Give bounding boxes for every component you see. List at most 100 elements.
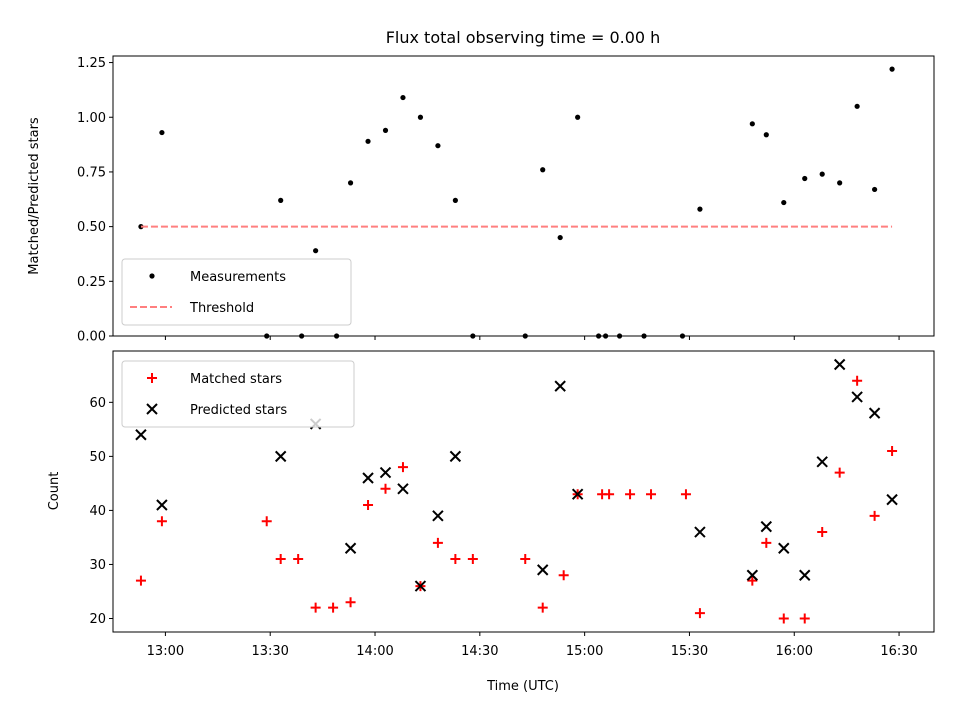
- measurement-point: [278, 197, 284, 203]
- measurement-point: [749, 121, 755, 127]
- x-tick-label: 15:30: [671, 644, 708, 659]
- y-tick-label: 50: [89, 450, 106, 465]
- x-tick-label: 16:00: [776, 644, 813, 659]
- measurement-point: [382, 127, 389, 133]
- legend-label: Matched stars: [190, 372, 282, 387]
- matched-star-point: [156, 516, 167, 527]
- top-axes-frame: [112, 55, 935, 337]
- measurement-point: [889, 66, 895, 72]
- predicted-star-point: [886, 493, 898, 506]
- y-tick-label: 1.00: [77, 111, 106, 126]
- top-panel: 0.00 0.25 0.50 0.75 1.00 1.25 Matched/Predict…: [27, 55, 935, 345]
- y-tick-label: 30: [89, 558, 106, 573]
- predicted-star-point: [379, 466, 392, 479]
- matched-star-point: [778, 613, 789, 624]
- matched-star-point: [275, 554, 286, 565]
- matched-star-point: [747, 575, 758, 586]
- matched-star-point: [761, 537, 772, 548]
- predicted-star-point: [571, 488, 584, 500]
- predicted-star-point: [833, 358, 846, 371]
- predicted-star-point: [537, 564, 549, 576]
- matched-star-point: [852, 375, 863, 386]
- matched-star-point: [467, 554, 478, 565]
- matched-star-point: [520, 554, 531, 565]
- predicted-star-point: [816, 456, 828, 468]
- bottom-panel: 20 30 40 50 60 13:00 13:30 14:00 14:30 15:00 15:3…: [47, 350, 935, 694]
- predicted-star-point: [362, 472, 374, 484]
- x-tick-label: 14:30: [461, 644, 498, 659]
- y-tick-label: 60: [89, 396, 106, 411]
- measurement-point: [763, 132, 769, 138]
- matched-star-point: [450, 554, 461, 565]
- matched-star-point: [293, 554, 304, 565]
- matched-star-point: [537, 602, 548, 613]
- y-tick-label: 40: [89, 504, 106, 519]
- predicted-star-point: [694, 526, 706, 538]
- top-y-ticks: 0.00 0.25 0.50 0.75 1.00 1.25: [77, 56, 113, 345]
- predicted-star-point: [397, 483, 409, 495]
- measurement-point: [781, 199, 787, 206]
- matched-star-point: [397, 462, 408, 473]
- measurement-point: [837, 180, 843, 186]
- legend-label: Threshold: [189, 301, 254, 316]
- x-tick-label: 13:30: [251, 644, 288, 659]
- predicted-star-point: [135, 429, 147, 441]
- measurement-point: [557, 234, 563, 241]
- predicted-star-point: [449, 450, 462, 463]
- measurement-point: [313, 248, 319, 254]
- matched-star-point: [380, 483, 391, 494]
- x-tick-label: 14:00: [356, 644, 393, 659]
- x-axis-label: Time (UTC): [486, 679, 559, 694]
- legend-label: Predicted stars: [190, 403, 287, 418]
- measurement-point: [452, 197, 458, 203]
- predicted-star-point: [156, 499, 168, 511]
- legend-marker-swatch: [146, 403, 158, 415]
- measurement-point: [872, 186, 878, 193]
- measurement-point: [540, 167, 546, 173]
- legend-marker-swatch: [149, 273, 155, 279]
- x-tick-label: 16:30: [880, 644, 917, 659]
- predicted-star-point: [274, 450, 287, 463]
- predicted-star-point: [851, 391, 863, 403]
- predicted-star-point: [868, 407, 881, 419]
- matched-star-point: [310, 602, 321, 613]
- bottom-x-ticks: 13:00 13:30 14:00 14:30 15:00 15:30 16:00 16:30: [147, 632, 918, 659]
- y-tick-label: 0.75: [77, 165, 106, 180]
- matched-star-point: [887, 445, 898, 456]
- legend-label: Measurements: [190, 270, 286, 285]
- predicted-star-point: [746, 569, 759, 581]
- matched-star-point: [558, 570, 569, 581]
- measurement-point: [819, 171, 825, 177]
- bottom-axes-frame: [112, 350, 935, 633]
- predicted-star-point: [554, 380, 566, 392]
- bottom-y-axis-label: Count: [47, 472, 62, 511]
- y-tick-label: 1.25: [77, 56, 106, 71]
- matched-star-point: [834, 467, 845, 478]
- measurement-point: [575, 114, 581, 120]
- matched-star-point: [135, 575, 146, 586]
- measurement-point: [347, 180, 354, 186]
- matched-star-point: [345, 597, 356, 608]
- measurement-point: [159, 129, 165, 136]
- measurement-point: [365, 138, 371, 144]
- predicted-star-point: [799, 569, 811, 581]
- matched-star-point: [363, 500, 374, 511]
- y-tick-label: 0.00: [77, 330, 106, 345]
- bottom-legend: Matched stars Predicted stars: [121, 360, 355, 428]
- measurement-point: [854, 103, 860, 109]
- predicted-star-point: [760, 520, 773, 533]
- chart-title: Flux total observing time = 0.00 h: [386, 28, 661, 47]
- legend-marker-swatch: [147, 373, 157, 383]
- matched-star-point: [799, 613, 810, 624]
- matched-star-point: [328, 602, 339, 613]
- measurement-point: [802, 175, 808, 182]
- measurement-point: [435, 143, 441, 149]
- predicted-star-point: [432, 510, 444, 522]
- measurement-point: [400, 94, 406, 101]
- matched-star-point: [604, 489, 615, 500]
- matched-star-point: [432, 537, 443, 548]
- top-y-axis-label: Matched/Predicted stars: [27, 117, 42, 275]
- y-tick-label: 0.50: [77, 220, 106, 235]
- matched-star-point: [646, 489, 657, 500]
